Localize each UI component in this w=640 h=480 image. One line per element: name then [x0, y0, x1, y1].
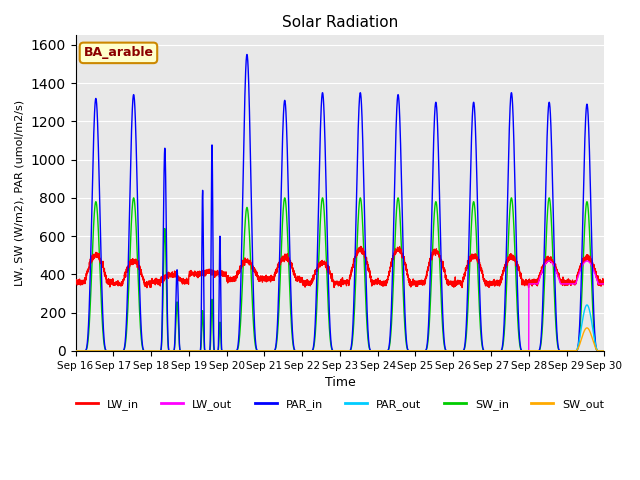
SW_out — [173, 348, 181, 354]
SW_out — [454, 348, 462, 354]
PAR_in — [454, 348, 462, 354]
LW_in — [486, 281, 494, 287]
PAR_in — [338, 348, 346, 354]
PAR_in — [173, 269, 181, 275]
PAR_in — [637, 348, 640, 354]
PAR_in — [72, 348, 79, 354]
PAR_out — [486, 348, 493, 354]
LW_out — [173, 348, 181, 354]
SW_out — [72, 348, 79, 354]
SW_out — [486, 348, 493, 354]
Line: SW_in: SW_in — [76, 198, 640, 351]
PAR_out — [638, 348, 640, 354]
PAR_out — [637, 348, 640, 354]
Line: LW_in: LW_in — [76, 246, 640, 288]
LW_out — [72, 348, 79, 354]
Title: Solar Radiation: Solar Radiation — [282, 15, 398, 30]
LW_out — [638, 281, 640, 287]
SW_out — [583, 325, 591, 331]
LW_out — [486, 348, 493, 354]
SW_out — [338, 348, 346, 354]
Y-axis label: LW, SW (W/m2), PAR (umol/m2/s): LW, SW (W/m2), PAR (umol/m2/s) — [15, 100, 25, 286]
SW_in — [72, 348, 79, 354]
LW_in — [72, 278, 79, 284]
PAR_out — [454, 348, 462, 354]
LW_out — [518, 348, 525, 354]
PAR_out — [72, 348, 79, 354]
LW_out — [454, 348, 462, 354]
Line: PAR_out: PAR_out — [76, 305, 640, 351]
PAR_out — [173, 348, 181, 354]
SW_in — [454, 348, 462, 354]
LW_out — [545, 258, 553, 264]
LW_out — [338, 348, 346, 354]
SW_in — [486, 348, 493, 354]
LW_in — [357, 243, 365, 249]
LW_in — [518, 282, 526, 288]
PAR_in — [243, 51, 251, 57]
SW_out — [637, 348, 640, 354]
LW_in — [637, 274, 640, 279]
PAR_out — [583, 302, 591, 308]
PAR_out — [338, 348, 346, 354]
SW_out — [518, 348, 525, 354]
SW_in — [638, 348, 640, 354]
X-axis label: Time: Time — [324, 376, 355, 389]
PAR_in — [518, 348, 526, 354]
PAR_in — [638, 348, 640, 354]
LW_in — [173, 275, 181, 280]
LW_in — [143, 285, 151, 290]
LW_in — [638, 276, 640, 282]
SW_in — [338, 348, 346, 354]
Line: SW_out: SW_out — [76, 328, 640, 351]
PAR_in — [486, 348, 493, 354]
Line: LW_out: LW_out — [76, 261, 640, 351]
SW_in — [637, 348, 640, 354]
Legend: LW_in, LW_out, PAR_in, PAR_out, SW_in, SW_out: LW_in, LW_out, PAR_in, PAR_out, SW_in, S… — [71, 395, 609, 415]
Text: BA_arable: BA_arable — [83, 47, 154, 60]
LW_in — [455, 279, 463, 285]
SW_in — [130, 195, 138, 201]
SW_in — [518, 348, 526, 354]
PAR_out — [518, 348, 525, 354]
SW_in — [173, 301, 181, 307]
SW_out — [638, 348, 640, 354]
LW_out — [637, 281, 640, 287]
Line: PAR_in: PAR_in — [76, 54, 640, 351]
LW_in — [338, 278, 346, 284]
